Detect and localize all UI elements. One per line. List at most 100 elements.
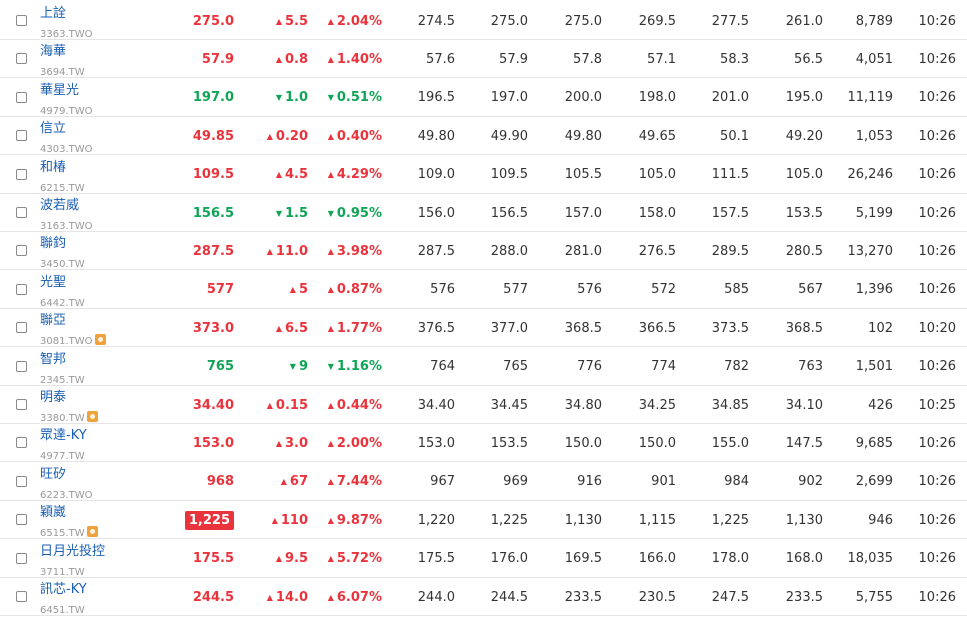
row-checkbox[interactable] [16,207,27,218]
price-col-3-value: 916 [577,474,602,490]
stock-name-link[interactable]: 信立 [40,121,67,137]
stock-code: 3711.TW [40,566,85,578]
row-checkbox[interactable] [16,283,27,295]
time-cell: 10:26 [886,463,956,501]
price-cell: 1,225 [164,501,234,539]
stock-code: 6442.TW [40,297,85,309]
stock-name-link[interactable]: 穎崴 [40,505,67,521]
price-col-5-value: 111.5 [711,167,749,183]
price-col-1-value: 34.40 [417,397,455,413]
stock-name-link[interactable]: 訊芯-KY [40,582,87,597]
price-value: 175.5 [192,551,234,567]
volume-cell: 13,270 [823,232,894,270]
table-row[interactable]: 海華 3694.TW 57.9 ▲ 0.8 ▲ 1.40% 57.6 57.9 57.8 57.1 5… [0,40,967,79]
row-checkbox[interactable] [16,15,27,26]
stock-name-link[interactable]: 智邦 [40,351,67,367]
table-row[interactable]: 上詮 3363.TWO 275.0 ▲ 5.5 ▲ 2.04% 274.5 275.0 275.0… [0,2,967,40]
row-checkbox[interactable] [16,168,27,180]
row-checkbox[interactable] [16,53,27,65]
stock-name-link[interactable]: 眾達-KY [40,428,87,444]
row-checkbox[interactable] [16,91,27,103]
triangle-up-icon: ▲ [327,438,334,448]
price-cell: 968 [164,463,234,501]
price-col-4-cell: 269.5 [606,2,676,40]
price-col-5-value: 782 [724,359,749,375]
table-row[interactable]: 聯亞 3081.TWO 373.0 ▲ 6.5 ▲ 1.77% 376.5 377.0 368.5… [0,309,967,348]
row-checkbox[interactable] [16,437,27,449]
change-percent-value: 0.51% [336,90,382,106]
stock-name-link[interactable]: 明泰 [40,390,67,405]
price-col-3-cell: 916 [532,463,602,501]
change-percent-cell: ▼ 0.51% [312,79,382,117]
price-value: 153.0 [192,435,234,451]
change-percent-value: 3.98% [336,243,382,259]
table-row[interactable]: 信立 4303.TWO 49.85 ▲ 0.20 ▲ 0.40% 49.80 49.90 49.8… [0,117,967,156]
row-checkbox[interactable] [16,514,27,526]
row-checkbox[interactable] [16,591,27,602]
price-col-3-cell: 105.5 [532,156,602,194]
table-row[interactable]: 波若威 3163.TWO 156.5 ▼ 1.5 ▼ 0.95% 156.0 156.5 157.… [0,194,967,232]
table-row[interactable]: 旺矽 6223.TWO 968 ▲ 67 ▲ 7.44% 967 969 916 901 984 902… [0,463,967,501]
price-col-6-cell: 195.0 [753,79,823,117]
price-col-2-cell: 577 [458,271,528,309]
stock-name-link[interactable]: 聯鈞 [40,236,67,252]
row-checkbox[interactable] [16,360,27,372]
change-value: 3.0 [284,435,308,451]
triangle-up-icon: ▲ [280,477,287,487]
row-checkbox[interactable] [16,552,27,564]
volume-value: 2,699 [855,474,893,490]
price-col-1-value: 274.5 [417,13,455,29]
row-checkbox[interactable] [16,322,27,334]
stock-name-link[interactable]: 和椿 [40,159,67,175]
change-percent-value: 1.16% [336,359,382,375]
stock-name-link[interactable]: 旺矽 [40,466,67,482]
row-checkbox[interactable] [16,399,27,410]
price-col-1-value: 156.0 [417,205,455,221]
stock-name-cell: 上詮 3363.TWO [40,6,180,40]
time-cell: 10:26 [886,156,956,194]
price-col-6-cell: 105.0 [753,156,823,194]
stock-name-cell: 華星光 4979.TWO [40,82,180,117]
change-cell: ▲ 3.0 [238,424,308,462]
stock-name-link[interactable]: 聯亞 [40,313,67,329]
row-checkbox[interactable] [16,130,27,142]
stock-name-link[interactable]: 光聖 [40,274,67,290]
price-cell: 275.0 [164,2,234,40]
table-row[interactable]: 光聖 6442.TW 577 ▲ 5 ▲ 0.87% 576 577 576 572 585 567 1,… [0,271,967,309]
stock-name-link[interactable]: 上詮 [40,6,67,21]
table-row[interactable]: 日月光投控 3711.TW 175.5 ▲ 9.5 ▲ 5.72% 175.5 176.0 169… [0,540,967,578]
stock-code: 3081.TWO [40,336,93,348]
volume-value: 18,035 [847,551,894,567]
table-row[interactable]: 訊芯-KY 6451.TW 244.5 ▲ 14.0 ▲ 6.07% 244.0 244.5 23… [0,578,967,616]
row-checkbox[interactable] [16,475,27,487]
change-cell: ▼ 9 [238,348,308,386]
price-col-4-cell: 34.25 [606,386,676,424]
table-row[interactable]: 穎崴 6515.TW 1,225 ▲ 110 ▲ 9.87% 1,220 1,225 1,130 1… [0,501,967,540]
stock-name-link[interactable]: 華星光 [40,82,80,98]
price-value: 275.0 [192,13,234,29]
time-cell: 10:26 [886,578,956,616]
table-row[interactable]: 眾達-KY 4977.TW 153.0 ▲ 3.0 ▲ 2.00% 153.0 153.5 150… [0,424,967,463]
change-percent-cell: ▲ 5.72% [312,540,382,578]
time-cell: 10:26 [886,117,956,155]
table-row[interactable]: 聯鈞 3450.TW 287.5 ▲ 11.0 ▲ 3.98% 287.5 288.0 281.0… [0,232,967,271]
price-cell: 34.40 [164,386,234,424]
price-col-6-cell: 1,130 [753,501,823,539]
price-col-4-value: 34.25 [638,397,676,413]
change-value: 5.5 [284,13,308,29]
stock-name-link[interactable]: 日月光投控 [40,543,106,559]
time-cell: 10:26 [886,540,956,578]
price-col-1-value: 153.0 [417,435,455,451]
price-value: 765 [206,359,234,375]
price-col-5-value: 585 [724,282,749,298]
table-row[interactable]: 明泰 3380.TW 34.40 ▲ 0.15 ▲ 0.44% 34.40 34.45 34.80… [0,386,967,424]
change-percent-value: 5.72% [336,551,382,567]
table-row[interactable]: 智邦 2345.TW 765 ▼ 9 ▼ 1.16% 764 765 776 774 782 763 1,… [0,348,967,386]
stock-name-link[interactable]: 波若威 [40,198,80,213]
row-checkbox[interactable] [16,245,27,257]
stock-name-link[interactable]: 海華 [40,44,67,60]
table-row[interactable]: 和椿 6215.TW 109.5 ▲ 4.5 ▲ 4.29% 109.0 109.5 105.5 1… [0,156,967,194]
price-col-6-cell: 34.10 [753,386,823,424]
table-row[interactable]: 華星光 4979.TWO 197.0 ▼ 1.0 ▼ 0.51% 196.5 197.0 200.… [0,79,967,117]
